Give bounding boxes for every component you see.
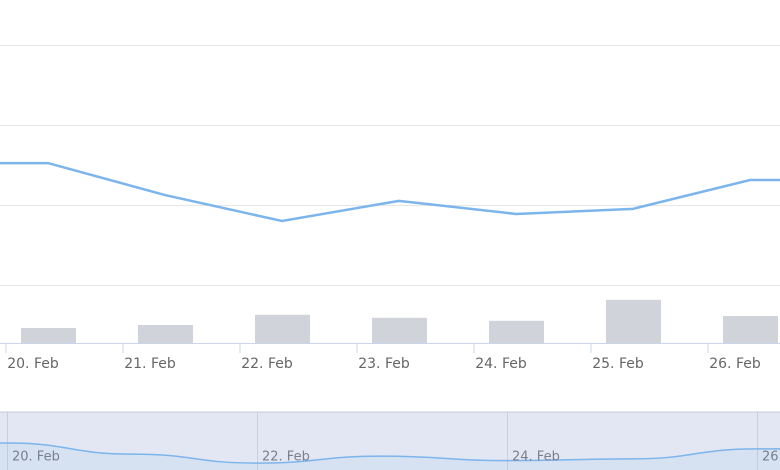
navigator: 20. Feb 22. Feb 24. Feb 26. Feb [0, 412, 780, 470]
x-tick-label: 22. Feb [241, 356, 293, 372]
x-tick-label: 25. Feb [592, 356, 644, 372]
x-tick-label: 20. Feb [7, 356, 59, 372]
volume-bar [489, 320, 544, 343]
x-tick-label: 24. Feb [475, 356, 527, 372]
volume-bar [723, 316, 778, 343]
navigator-label: 24. Feb [512, 450, 560, 465]
volume-bar [138, 325, 193, 343]
x-tick-label: 21. Feb [124, 356, 176, 372]
volume-bar [255, 314, 310, 343]
navigator-line [0, 442, 780, 464]
price-line [0, 161, 780, 223]
volume-bar [21, 328, 76, 343]
volume-bar [372, 317, 427, 343]
navigator-label: 22. Feb [262, 450, 310, 465]
x-tick-label: 26. Feb [709, 356, 761, 372]
navigator-label: 26. Feb [762, 450, 780, 465]
navigator-background [0, 412, 780, 470]
volume-bar [606, 299, 661, 343]
navigator-label: 20. Feb [12, 450, 60, 465]
x-tick-label: 23. Feb [358, 356, 410, 372]
